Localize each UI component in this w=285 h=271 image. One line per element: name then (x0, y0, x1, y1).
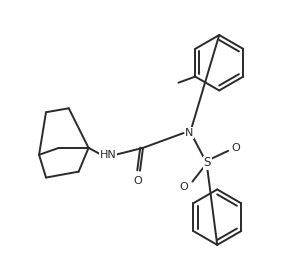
Text: O: O (232, 143, 241, 153)
Text: O: O (179, 182, 188, 192)
Text: N: N (185, 128, 194, 138)
Text: S: S (204, 156, 211, 169)
Text: HN: HN (100, 150, 117, 160)
Text: O: O (134, 176, 142, 186)
